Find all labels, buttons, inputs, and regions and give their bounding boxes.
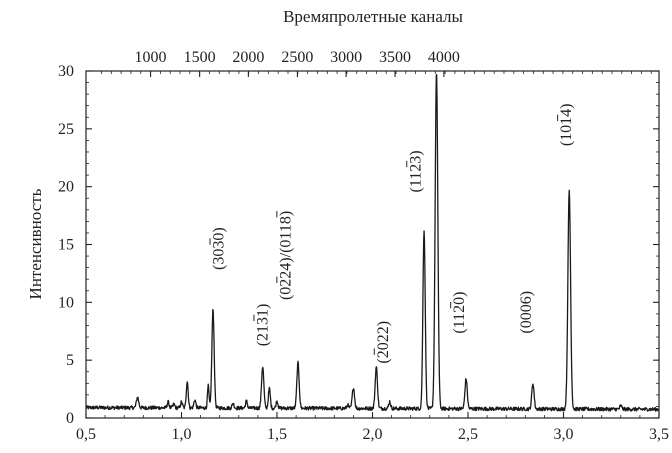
peak-label-text: (0006) (518, 291, 535, 334)
peak-labels: (3030) (2131) (0224)/(0118) (2022) (1123) (11… (209, 104, 575, 364)
x2-tick-label: 1000 (135, 49, 167, 66)
peak-label: (0224)/(0118) (276, 211, 294, 300)
peak-label: (1014) (557, 104, 575, 147)
spectrum-line (85, 74, 660, 412)
x2-axis-title: Времяпролетные каналы (283, 7, 463, 26)
y-tick-label: 10 (58, 294, 74, 311)
x2-tick-label: 4000 (428, 49, 460, 66)
x-tick-label: 1,5 (267, 426, 287, 443)
peak-label: (0006) (518, 291, 535, 334)
peak-label-text: (0224)/(0118) (277, 211, 294, 300)
y-tick-label: 5 (66, 352, 74, 369)
peak-label-text: (1014) (558, 104, 575, 147)
x-tick-label: 2,5 (458, 426, 478, 443)
x2-tick-label: 2000 (232, 49, 264, 66)
peak-label: (2131) (253, 304, 271, 347)
plot-frame (85, 70, 660, 419)
x2-tick-label: 2500 (281, 49, 313, 66)
y-tick-label: 0 (66, 410, 74, 427)
peak-label-text: (3030) (211, 227, 228, 270)
x2-tick-label: 1500 (184, 49, 216, 66)
y-tick-label: 20 (58, 179, 74, 196)
y-axis-title: Интенсивность (26, 188, 45, 299)
x-tick-label: 0,5 (76, 426, 96, 443)
peak-label: (1123) (406, 150, 424, 192)
y-tick-label: 15 (58, 237, 74, 254)
x-tick-label: 3,5 (649, 426, 669, 443)
x-tick-label: 1,0 (172, 426, 192, 443)
peak-label-text: (2131) (254, 304, 271, 347)
peak-label: (2022) (373, 321, 392, 364)
y-tick-label: 25 (58, 121, 74, 138)
x-tick-label: 2,0 (363, 426, 383, 443)
peak-label: (1120) (450, 292, 468, 334)
peak-label: (3030) (209, 227, 228, 270)
peak-label-text: (2022) (375, 321, 392, 364)
x2-tick-label: 3000 (330, 49, 362, 66)
x-tick-label: 3,0 (554, 426, 574, 443)
peak-label-text: (1123) (407, 150, 424, 192)
x2-tick-label: 3500 (379, 49, 411, 66)
peak-label-text: (1120) (451, 292, 468, 334)
y-tick-label: 30 (58, 63, 74, 80)
